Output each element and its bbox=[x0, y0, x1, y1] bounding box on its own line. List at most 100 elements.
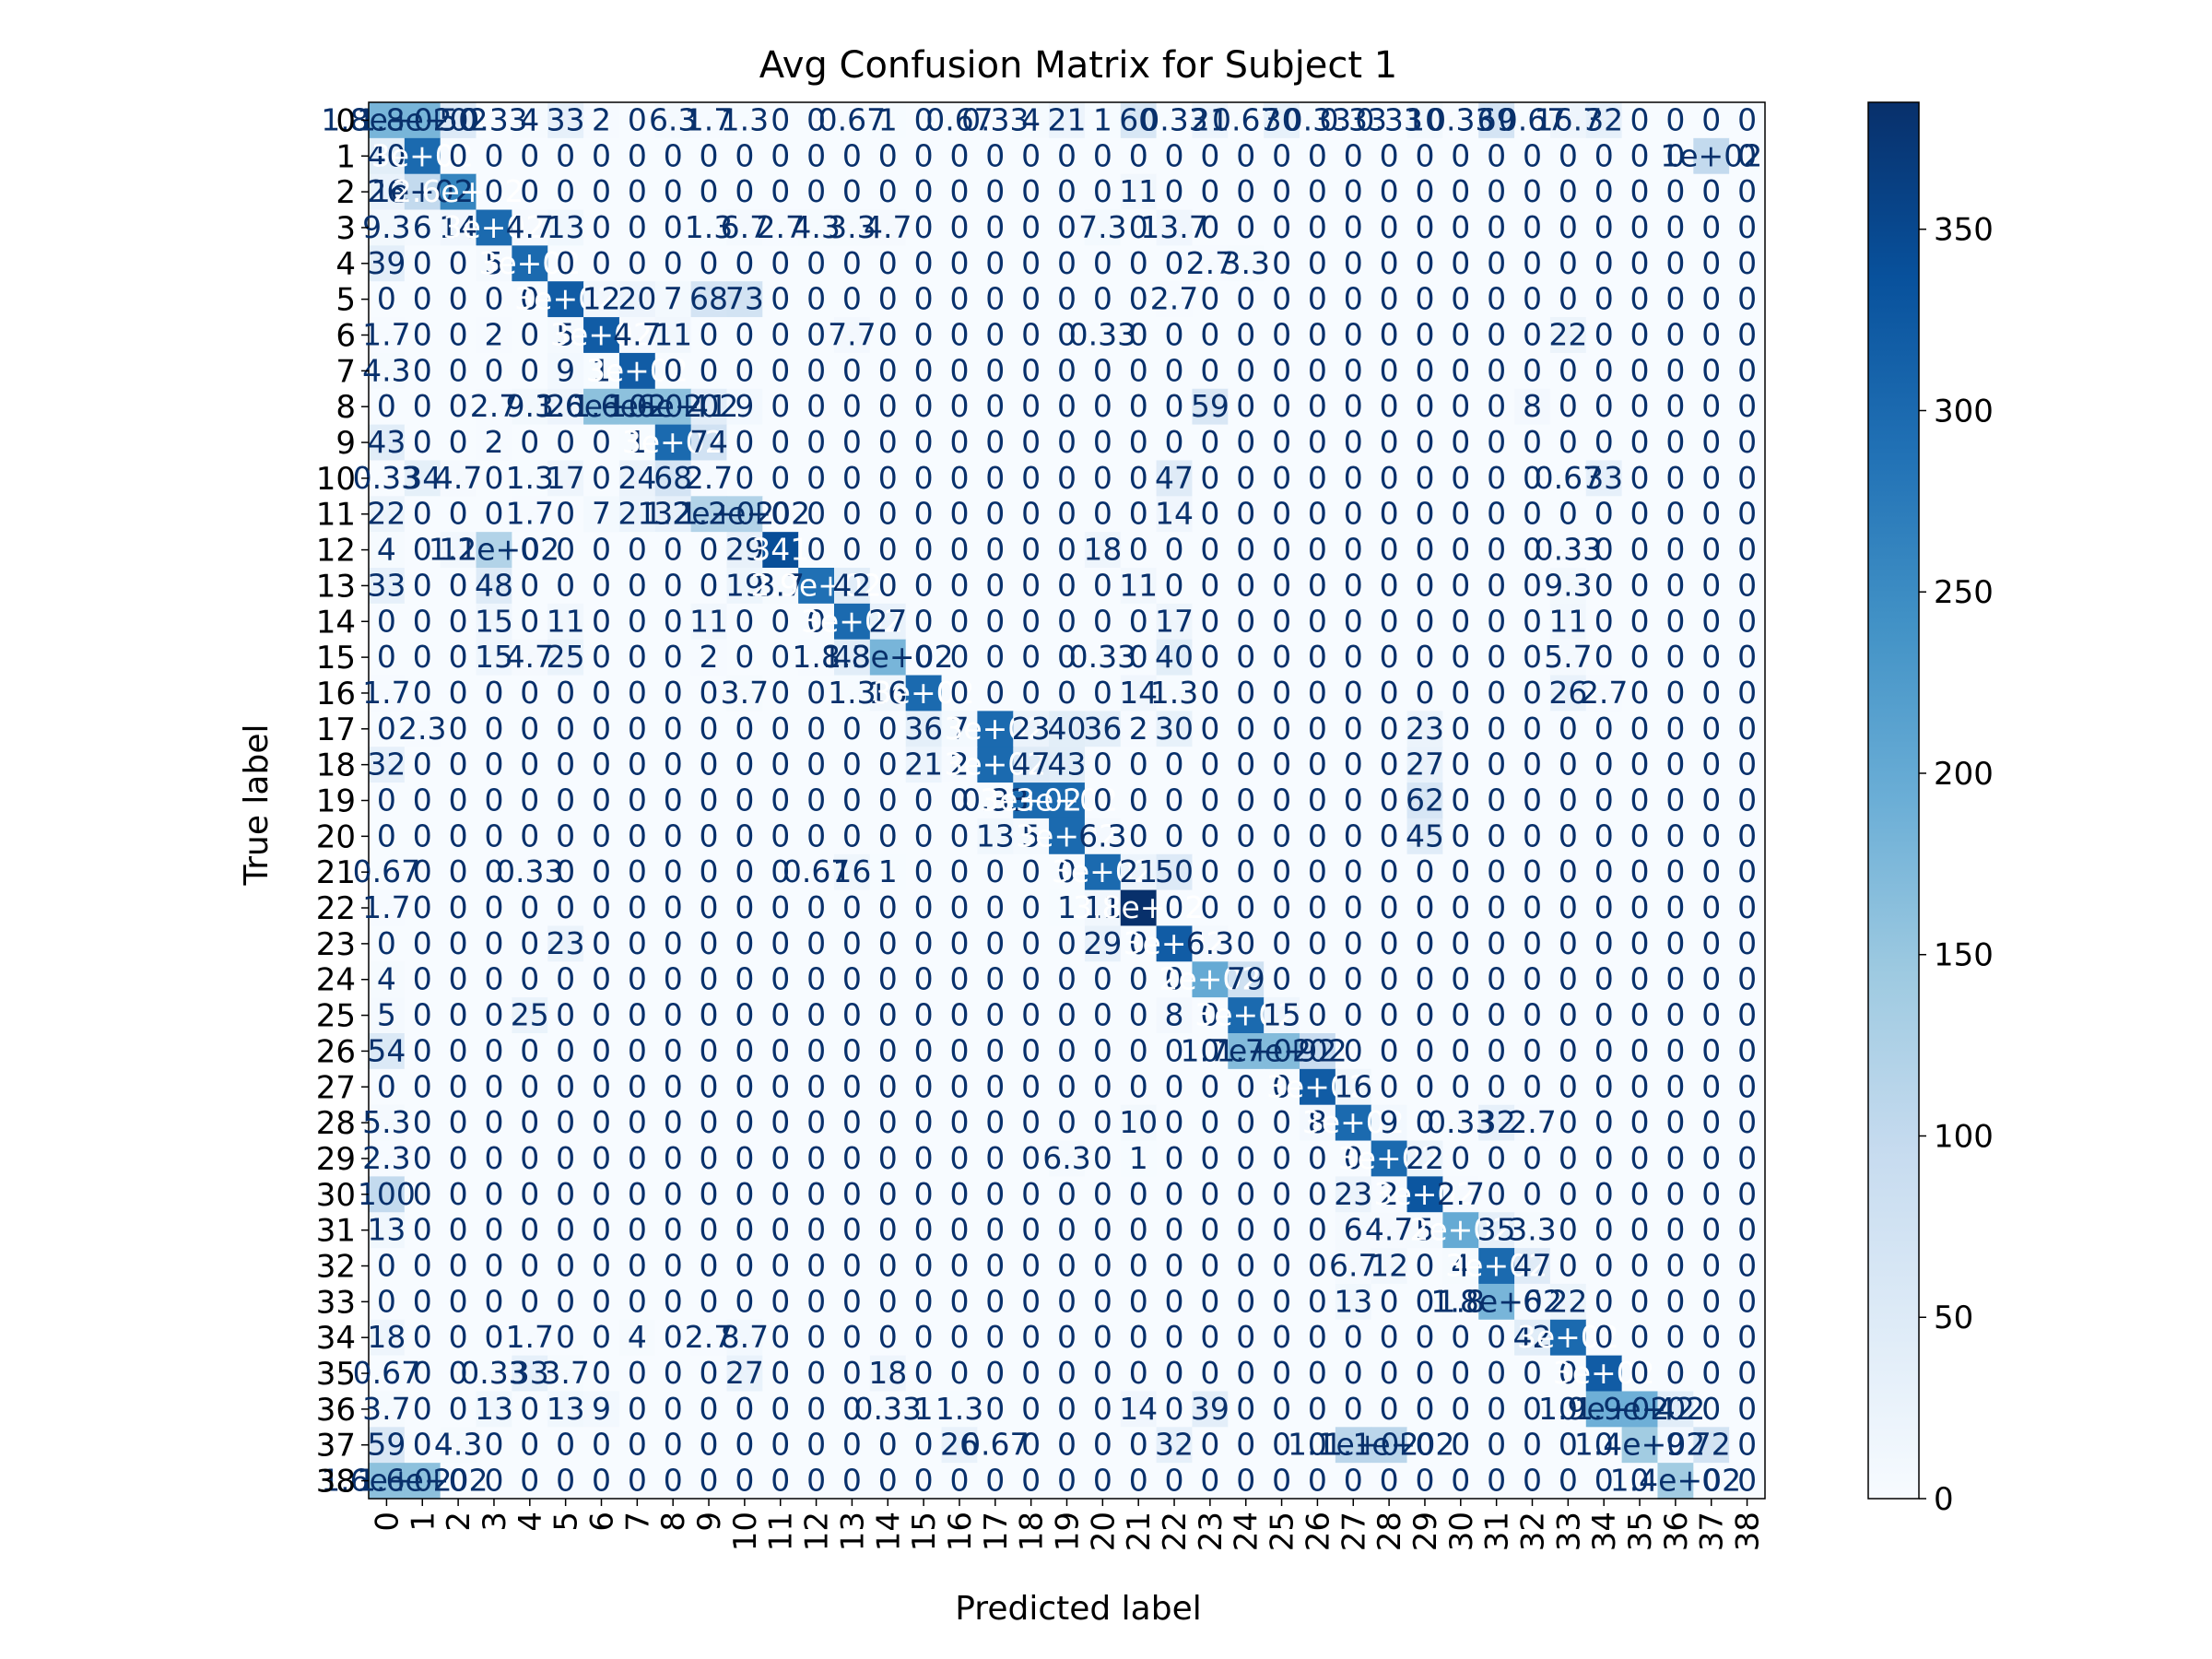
cell-value-label: 0 bbox=[1200, 675, 1219, 711]
heatmap-cell bbox=[834, 603, 871, 641]
cell-value-label: 0 bbox=[1737, 853, 1757, 889]
cell-value-label: 8.7 bbox=[721, 1319, 769, 1355]
cell-value-label: 0 bbox=[664, 1391, 683, 1427]
cell-value-label: 0 bbox=[1380, 639, 1399, 675]
cell-value-label: 0 bbox=[771, 281, 790, 317]
cell-value-label: 0 bbox=[556, 1104, 575, 1140]
cell-value-label: 0 bbox=[1594, 532, 1614, 568]
cell-value-label: 0 bbox=[914, 532, 934, 568]
cell-value-label: 0 bbox=[1129, 1032, 1148, 1068]
cell-value-label: 0 bbox=[1308, 1391, 1327, 1427]
y-tick-label: 2 bbox=[335, 174, 356, 211]
heatmap-cell bbox=[1335, 245, 1372, 282]
cell-value-label: 0 bbox=[949, 675, 969, 711]
cell-value-label: 0 bbox=[1057, 1068, 1077, 1104]
x-tick-label: 7 bbox=[619, 1512, 656, 1532]
cell-value-label: 0 bbox=[1415, 460, 1434, 496]
heatmap-cell bbox=[1156, 424, 1194, 462]
cell-value-label: 0 bbox=[700, 245, 719, 281]
cell-value-label: 0 bbox=[1272, 747, 1291, 782]
cell-value-label: 0 bbox=[1344, 1355, 1363, 1391]
cell-value-label: 0 bbox=[1630, 711, 1650, 747]
cell-value-label: 0 bbox=[1523, 1032, 1542, 1068]
cell-value-label: 341 bbox=[751, 532, 809, 568]
cell-value-label: 0 bbox=[1200, 424, 1219, 460]
cell-value-label: 0 bbox=[1559, 245, 1578, 281]
cell-value-label: 0 bbox=[1665, 1104, 1685, 1140]
cell-value-label: 0 bbox=[1737, 137, 1757, 173]
cell-value-label: 4.7 bbox=[864, 209, 912, 245]
heatmap-cell bbox=[690, 173, 728, 211]
cell-value-label: 3.7 bbox=[362, 1391, 410, 1427]
cell-value-label: 18 bbox=[1083, 532, 1122, 568]
cell-value-label: 0 bbox=[1236, 1212, 1255, 1248]
cell-value-label: 45 bbox=[1406, 818, 1444, 853]
heatmap-cell bbox=[618, 639, 656, 677]
cell-value-label: 0 bbox=[1380, 961, 1399, 997]
cell-value-label: 0 bbox=[1165, 1463, 1184, 1499]
heatmap-cell bbox=[1729, 245, 1766, 282]
heatmap-cell bbox=[1657, 173, 1694, 211]
cell-value-label: 0 bbox=[1308, 925, 1327, 961]
cell-value-label: 0 bbox=[1630, 281, 1650, 317]
cell-value-label: 0.33 bbox=[1069, 317, 1136, 353]
heatmap-cell bbox=[1549, 209, 1587, 246]
cell-value-label: 0 bbox=[1165, 317, 1184, 353]
y-axis-ticks: 0123456789101112131415161718192021222324… bbox=[316, 102, 369, 1500]
cell-value-label: 0 bbox=[700, 532, 719, 568]
cell-value-label: 0 bbox=[1344, 639, 1363, 675]
cell-value-label: 0 bbox=[1415, 853, 1434, 889]
cell-value-label: 0 bbox=[1093, 1283, 1112, 1319]
cell-value-label: 3.8e+02 bbox=[1073, 889, 1204, 925]
cell-value-label: 0 bbox=[700, 173, 719, 209]
heatmap-cell bbox=[1549, 317, 1587, 354]
cell-value-label: 0 bbox=[700, 352, 719, 388]
heatmap-cell bbox=[762, 424, 799, 462]
heatmap-cell bbox=[1621, 102, 1659, 139]
cell-value-label: 0 bbox=[628, 532, 647, 568]
cell-value-label: 0 bbox=[1308, 1212, 1327, 1248]
cell-value-label: 0 bbox=[1272, 818, 1291, 853]
cell-value-label: 0 bbox=[700, 567, 719, 603]
cell-value-label: 0 bbox=[985, 1176, 1005, 1212]
cell-value-label: 0 bbox=[1236, 1391, 1255, 1427]
heatmap-cell bbox=[1657, 460, 1694, 497]
cell-value-label: 36 bbox=[904, 711, 943, 747]
cell-value-label: 0 bbox=[914, 209, 934, 245]
cell-value-label: 0 bbox=[1129, 317, 1148, 353]
heatmap-cell bbox=[476, 102, 512, 139]
cell-value-label: 36 bbox=[1083, 711, 1122, 747]
cell-value-label: 0 bbox=[1380, 1391, 1399, 1427]
heatmap-cell bbox=[404, 245, 441, 282]
heatmap-cell bbox=[1406, 317, 1443, 354]
cell-value-label: 0 bbox=[520, 1032, 539, 1068]
heatmap-cell bbox=[654, 496, 692, 533]
heatmap-cell bbox=[654, 352, 692, 390]
cell-value-label: 0 bbox=[377, 639, 396, 675]
cell-value-label: 0 bbox=[484, 1140, 503, 1176]
cell-value-label: 0 bbox=[484, 460, 503, 496]
cell-value-label: 0 bbox=[771, 245, 790, 281]
heatmap-cell bbox=[1478, 388, 1515, 426]
cell-value-label: 0 bbox=[413, 567, 432, 603]
cell-value-label: 0 bbox=[1380, 782, 1399, 818]
cell-value-label: 11 bbox=[689, 603, 728, 639]
heatmap-cell bbox=[1300, 209, 1336, 246]
cell-value-label: 0 bbox=[449, 137, 468, 173]
cell-value-label: 0 bbox=[592, 567, 611, 603]
cell-value-label: 23 bbox=[1334, 1176, 1372, 1212]
cell-value-label: 1.3 bbox=[935, 1391, 983, 1427]
heatmap-cell bbox=[547, 317, 584, 354]
x-axis-label: Predicted label bbox=[955, 1590, 1202, 1628]
cell-value-label: 0 bbox=[484, 173, 503, 209]
cell-value-label: 0 bbox=[1129, 352, 1148, 388]
y-tick-label: 30 bbox=[316, 1177, 356, 1214]
cell-value-label: 0 bbox=[664, 997, 683, 1033]
heatmap-cell bbox=[1084, 496, 1122, 533]
heatmap-cell bbox=[1156, 352, 1194, 390]
cell-value-label: 11 bbox=[547, 603, 585, 639]
heatmap-cell bbox=[1049, 424, 1086, 462]
cell-value-label: 0 bbox=[914, 639, 934, 675]
cell-value-label: 0 bbox=[949, 818, 969, 853]
colorbar-tick-label: 200 bbox=[1934, 756, 1994, 793]
